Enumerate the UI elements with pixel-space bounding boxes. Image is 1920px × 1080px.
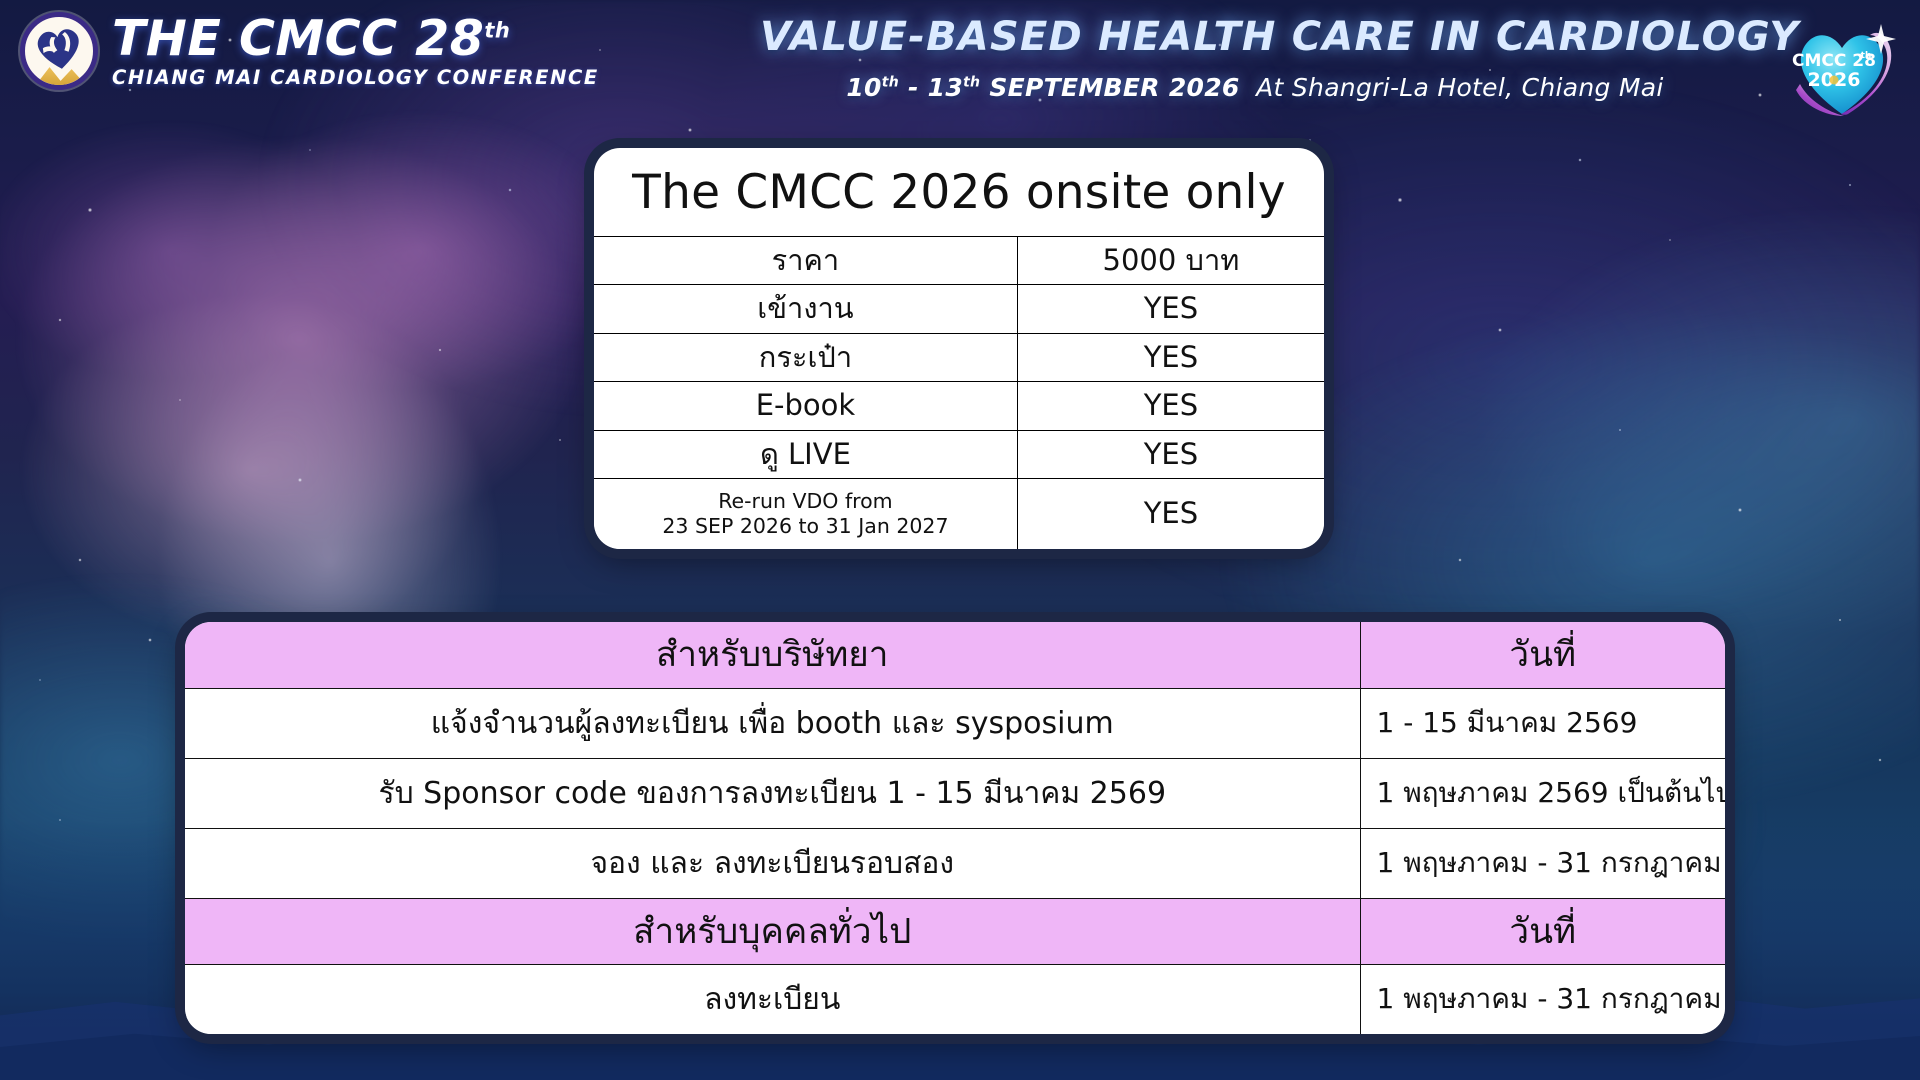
schedule-item-date: 1 พฤษภาคม - 31 กรกฎาคม 2569	[1359, 827, 1725, 899]
logo-sparkle-icon	[1866, 24, 1896, 54]
svg-text:CMCC 28: CMCC 28	[1792, 51, 1876, 71]
date-day-end: 13	[927, 73, 964, 102]
price-row-label: ดู LIVE	[594, 429, 1018, 479]
venue-text: At Shangri-La Hotel, Chiang Mai	[1256, 73, 1664, 102]
date-day-end-ordinal: th	[963, 74, 981, 91]
poster-header: THE CMCC 28th CHIANG MAI CARDIOLOGY CONF…	[0, 0, 1920, 130]
price-card-title: The CMCC 2026 onsite only	[632, 165, 1286, 220]
section-date-column-header: วันที่	[1359, 622, 1725, 689]
price-row-value: YES	[1016, 284, 1324, 334]
schedule-table: สำหรับบริษัทยา วันที่ แจ้งจำนวนผู้ลงทะเบ…	[185, 622, 1725, 1034]
table-row: แจ้งจำนวนผู้ลงทะเบียน เพื่อ booth และ sy…	[185, 687, 1725, 759]
schedule-item-date: 1 พฤษภาคม - 31 กรกฎาคม 2569	[1359, 963, 1725, 1034]
schedule-card: สำหรับบริษัทยา วันที่ แจ้งจำนวนผู้ลงทะเบ…	[185, 622, 1725, 1034]
onsite-price-card: The CMCC 2026 onsite only ราคา 5000 บาท …	[594, 148, 1324, 549]
brand-text: THE CMCC 28th CHIANG MAI CARDIOLOGY CONF…	[112, 14, 599, 88]
conference-date-venue: 10th - 13th SEPTEMBER 2026 At Shangri-La…	[760, 73, 1750, 102]
schedule-item-date: 1 พฤษภาคม 2569 เป็นต้นไป	[1359, 757, 1725, 829]
price-row-label-rerun: Re-run VDO from 23 SEP 2026 to 31 Jan 20…	[594, 477, 1018, 549]
price-row-label: E-book	[594, 381, 1018, 431]
price-row-label: ราคา	[594, 235, 1018, 286]
schedule-item-description: แจ้งจำนวนผู้ลงทะเบียน เพื่อ booth และ sy…	[185, 687, 1361, 759]
brand-main-text: THE CMCC 28	[112, 10, 485, 68]
schedule-item-description: จอง และ ลงทะเบียนรอบสอง	[185, 827, 1361, 899]
table-row: ลงทะเบียน 1 พฤษภาคม - 31 กรกฎาคม 2569	[185, 963, 1725, 1034]
section-date-column-header: วันที่	[1359, 897, 1725, 965]
price-row-value: YES	[1016, 429, 1324, 479]
price-table: ราคา 5000 บาท เข้างาน YES กระเป๋า YES E-…	[594, 235, 1324, 549]
header-center-block: VALUE-BASED HEALTH CARE IN CARDIOLOGY 10…	[760, 14, 1800, 102]
schedule-item-date: 1 - 15 มีนาคม 2569	[1359, 687, 1725, 759]
brand-main-title: THE CMCC 28th	[112, 14, 599, 63]
price-row-value: YES	[1016, 332, 1324, 383]
price-row-value: YES	[1016, 381, 1324, 431]
conference-theme-title: VALUE-BASED HEALTH CARE IN CARDIOLOGY	[760, 14, 1800, 60]
table-row: เข้างาน YES	[594, 284, 1324, 334]
brand-subtitle: CHIANG MAI CARDIOLOGY CONFERENCE	[112, 66, 599, 90]
table-row: Re-run VDO from 23 SEP 2026 to 31 Jan 20…	[594, 477, 1324, 549]
price-row-label: กระเป๋า	[594, 332, 1018, 383]
table-row: ราคา 5000 บาท	[594, 235, 1324, 286]
section-title-general: สำหรับบุคคลทั่วไป	[185, 897, 1361, 965]
schedule-item-description: รับ Sponsor code ของการลงทะเบียน 1 - 15 …	[185, 757, 1361, 829]
badge-heart-icon	[37, 29, 79, 70]
rerun-line-1: Re-run VDO from	[718, 488, 893, 513]
schedule-item-description: ลงทะเบียน	[185, 963, 1361, 1034]
table-row: จอง และ ลงทะเบียนรอบสอง 1 พฤษภาคม - 31 ก…	[185, 827, 1725, 899]
price-row-label: เข้างาน	[594, 284, 1018, 334]
price-row-value: YES	[1016, 477, 1324, 549]
date-separator: -	[898, 73, 928, 102]
date-day-start-ordinal: th	[881, 74, 899, 91]
date-day-start: 10	[846, 73, 882, 102]
schedule-section-header-pharma: สำหรับบริษัทยา วันที่	[185, 622, 1725, 689]
cmcc-2026-heart-logo: CMCC 28 th 2026	[1792, 24, 1896, 116]
cmcc-heart-badge-icon	[20, 12, 98, 90]
table-row: ดู LIVE YES	[594, 429, 1324, 479]
date-month-year: SEPTEMBER 2026	[980, 73, 1240, 102]
section-title-pharma: สำหรับบริษัทยา	[185, 622, 1361, 689]
brand-lockup: THE CMCC 28th CHIANG MAI CARDIOLOGY CONF…	[20, 12, 599, 90]
table-row: กระเป๋า YES	[594, 332, 1324, 383]
price-row-value: 5000 บาท	[1016, 235, 1324, 286]
schedule-section-header-general: สำหรับบุคคลทั่วไป วันที่	[185, 897, 1725, 965]
table-row: รับ Sponsor code ของการลงทะเบียน 1 - 15 …	[185, 757, 1725, 829]
brand-main-ordinal: th	[484, 18, 511, 43]
rerun-line-2: 23 SEP 2026 to 31 Jan 2027	[662, 513, 949, 538]
svg-text:th: th	[1861, 51, 1872, 61]
table-row: E-book YES	[594, 381, 1324, 431]
